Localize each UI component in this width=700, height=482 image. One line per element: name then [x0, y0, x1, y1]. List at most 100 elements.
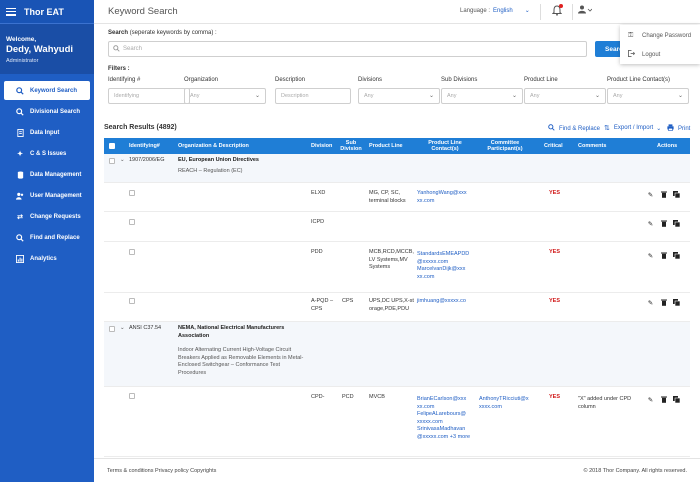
user-role: Administrator: [6, 58, 39, 64]
copy-icon[interactable]: [673, 396, 680, 403]
key-icon: ⚿: [628, 31, 634, 39]
sidebar-item-user-management[interactable]: User Management: [4, 186, 90, 205]
header-divider: [572, 4, 573, 20]
division-value: ELXD: [311, 190, 326, 196]
sub-division-value: PCD: [342, 394, 354, 400]
identifying-field[interactable]: Identifying: [108, 88, 190, 104]
search-input[interactable]: Search: [108, 41, 587, 57]
copy-icon[interactable]: [673, 191, 680, 198]
product-line-contacts-select[interactable]: Any ⌄: [607, 88, 689, 104]
row-checkbox[interactable]: [129, 190, 135, 196]
sidebar-item-keyword-search[interactable]: Keyword Search: [4, 81, 90, 100]
menu-icon[interactable]: [6, 7, 16, 16]
edit-icon[interactable]: ✎: [647, 396, 654, 404]
chevron-down-icon[interactable]: ⌄: [120, 325, 125, 331]
critical-value: YES: [549, 249, 561, 255]
print-button[interactable]: Print: [667, 124, 690, 133]
field-value: Description: [281, 93, 309, 99]
top-header: Keyword Search: [94, 0, 700, 24]
sidebar-item-data-input[interactable]: Data Input: [4, 123, 90, 142]
identifying-value: ANSI C37.54: [129, 325, 162, 331]
division-value: ICPD: [311, 219, 325, 225]
sub-divisions-select[interactable]: Any ⌄: [441, 88, 523, 104]
edit-icon[interactable]: ✎: [647, 191, 654, 199]
chevron-down-icon[interactable]: ⌄: [120, 157, 125, 163]
results-table-body: ⌄ 1907/2006/EG EU, European Union Direct…: [104, 154, 690, 457]
find-replace-button[interactable]: Find & Replace: [548, 124, 600, 133]
row-checkbox[interactable]: [129, 249, 135, 255]
organization-select[interactable]: Any ⌄: [184, 88, 266, 104]
select-all-checkbox[interactable]: [109, 138, 115, 154]
sidebar-item-data-management[interactable]: Data Management: [4, 165, 90, 184]
row-checkbox[interactable]: [129, 298, 135, 304]
row-checkbox[interactable]: [109, 158, 115, 164]
contact-value[interactable]: YanhongWang@xxx xx.com: [417, 190, 467, 204]
contact-value[interactable]: BrianECarlson@xxx xx.com FelipeALarebour…: [417, 396, 471, 440]
trash-icon[interactable]: [660, 220, 667, 227]
committee-value[interactable]: AnthonyTRicciuti@x xxxx.com: [479, 396, 529, 410]
divisions-select[interactable]: Any ⌄: [358, 88, 440, 104]
edit-icon[interactable]: ✎: [647, 252, 654, 260]
col-org-desc: Organization & Description: [178, 143, 249, 149]
copy-icon[interactable]: [673, 252, 680, 259]
critical-value: YES: [549, 394, 561, 400]
row-actions: ✎: [647, 396, 680, 404]
chevron-down-icon: ⌄: [524, 8, 530, 14]
sidebar-item-analytics[interactable]: Analytics: [4, 249, 90, 268]
export-import-button[interactable]: ⇅ Export / Import ⌄: [604, 124, 661, 132]
col-product-line: Product Line: [369, 143, 403, 149]
row-checkbox[interactable]: [129, 219, 135, 225]
swap-icon: ⇄: [17, 213, 23, 221]
change-password-item[interactable]: ⚿ Change Password: [620, 27, 700, 44]
table-row-group[interactable]: ⌄ 1907/2006/EG EU, European Union Direct…: [104, 154, 690, 183]
sidebar-item-find-replace[interactable]: Find and Replace: [4, 228, 90, 247]
copy-icon[interactable]: [673, 299, 680, 306]
filter-label: Sub Divisions: [441, 77, 478, 83]
description-value: REACH – Regulation (EC): [178, 168, 243, 174]
sidebar-item-divisional-search[interactable]: Divisional Search: [4, 102, 90, 121]
product-line-select[interactable]: Any ⌄: [524, 88, 606, 104]
copy-icon[interactable]: [673, 220, 680, 227]
table-row-group[interactable]: ⌄ ANSI C37.54 NEMA, National Electrical …: [104, 322, 690, 387]
field-value: Any: [613, 93, 623, 99]
table-row[interactable]: CPD- PCD MVCB BrianECarlson@xxx xx.com F…: [104, 387, 690, 457]
trash-icon[interactable]: [660, 252, 667, 259]
notification-bell-icon[interactable]: [551, 4, 563, 16]
product-line-value: MVCB: [369, 394, 385, 400]
edit-icon[interactable]: ✎: [647, 220, 654, 228]
table-row[interactable]: ICPD ✎: [104, 212, 690, 242]
trash-icon[interactable]: [660, 191, 667, 198]
language-selector[interactable]: Language : English ⌄: [460, 7, 530, 14]
footer-links[interactable]: Terms & conditions Privacy policy Copyri…: [107, 468, 217, 474]
sidebar-item-change-requests[interactable]: ⇄ Change Requests: [4, 207, 90, 226]
description-field[interactable]: Description: [275, 88, 351, 104]
critical-value: YES: [549, 190, 561, 196]
contact-value[interactable]: StandardsEMEAPDD @xxxxx.com MarcelvanDij…: [417, 251, 470, 280]
sidebar-item-cs-issues[interactable]: ✦ C & S Issues: [4, 144, 90, 163]
trash-icon[interactable]: [660, 396, 667, 403]
filter-divisions: Divisions Any ⌄: [358, 77, 440, 104]
table-row[interactable]: ELXD MG, CP, SC, terminal blocks Yanhong…: [104, 183, 690, 212]
table-row[interactable]: PDD MCB,RCD,MCCB, LV Systems,MV Systems …: [104, 242, 690, 293]
filter-label: Description: [275, 77, 306, 83]
trash-icon[interactable]: [660, 299, 667, 306]
row-actions: ✎: [647, 191, 680, 199]
sidebar-item-label: Divisional Search: [30, 108, 81, 115]
users-icon: [16, 192, 24, 200]
sidebar-item-label: Analytics: [30, 255, 57, 262]
row-checkbox[interactable]: [129, 393, 135, 399]
sidebar-nav: Keyword Search Divisional Search Data In…: [0, 81, 94, 268]
description-value: Indoor Alternating Current High-Voltage …: [178, 347, 304, 376]
user-menu-icon[interactable]: [578, 5, 593, 16]
filter-label: Product Line Contact(s): [607, 77, 671, 83]
table-row[interactable]: A-PQD –CPS CPS UPS,DC UPS,X-st orage,PDE…: [104, 293, 690, 322]
sidebar-item-label: Find and Replace: [30, 234, 80, 241]
filter-label: Divisions: [358, 77, 383, 83]
field-value: Any: [364, 93, 374, 99]
row-checkbox[interactable]: [109, 326, 115, 332]
row-actions: ✎: [647, 299, 680, 307]
contact-value[interactable]: jimhuang@xxxxx.co: [417, 298, 466, 304]
edit-icon[interactable]: ✎: [647, 299, 654, 307]
logout-label: Logout: [642, 51, 661, 58]
logout-item[interactable]: Logout: [620, 46, 700, 63]
